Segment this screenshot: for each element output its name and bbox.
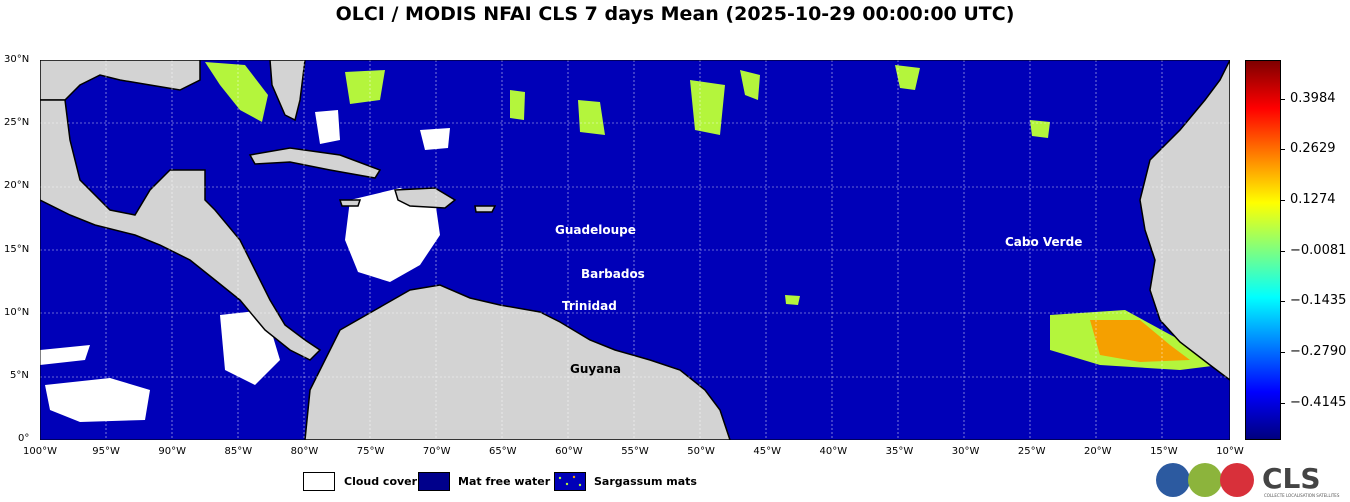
florida-land: [269, 60, 306, 122]
lon-tick: 90°W: [158, 446, 187, 457]
colorbar-tick-mark: [1280, 352, 1285, 353]
logo-green-circle: [1188, 463, 1222, 497]
cloud-patch: [315, 110, 340, 144]
sargassum-patch: [205, 62, 268, 122]
colorbar-tick-mark: [1280, 403, 1285, 404]
colorbar-tick: 0.3984: [1290, 91, 1336, 106]
lat-tick: 15°N: [4, 244, 30, 255]
legend-swatch: [418, 472, 450, 491]
colorbar-tick-mark: [1280, 200, 1285, 201]
cloud-layer: [40, 110, 450, 422]
lon-tick: 50°W: [687, 446, 715, 457]
lat-tick: 5°N: [10, 370, 29, 381]
sargassum-patch: [345, 70, 385, 104]
sargassum-dense-layer: [1050, 310, 1220, 370]
hispaniola-land: [394, 187, 457, 209]
puerto-rico-land: [474, 205, 497, 213]
lon-tick: 80°W: [290, 446, 319, 457]
lon-tick: 25°W: [1017, 446, 1046, 457]
sargassum-patch: [1090, 320, 1190, 362]
lon-tick: 30°W: [951, 446, 980, 457]
cloud-patch: [45, 378, 150, 422]
chart-title: OLCI / MODIS NFAI CLS 7 days Mean (2025-…: [335, 3, 1015, 25]
sargassum-patch: [578, 100, 605, 135]
jamaica-land: [338, 199, 362, 207]
lon-tick: 10°W: [1216, 446, 1244, 457]
logo-blue-circle: [1156, 463, 1190, 497]
colorbar-tick: −0.4145: [1290, 395, 1347, 410]
lon-tick: 35°W: [885, 446, 914, 457]
place-label-cabo-verde: Cabo Verde: [1005, 235, 1083, 249]
logo-text: CLS: [1262, 462, 1321, 495]
legend-label: Sargassum mats: [594, 475, 697, 488]
lat-tick: 20°N: [4, 180, 30, 191]
place-label-guyana: Guyana: [570, 362, 621, 376]
lon-tick: 20°W: [1083, 446, 1112, 457]
lon-tick: 65°W: [488, 446, 517, 457]
lat-tick: 25°N: [4, 117, 30, 128]
legend-label: Mat free water: [458, 475, 551, 488]
lon-tick: 15°W: [1150, 446, 1178, 457]
lat-tick: 0°: [18, 433, 30, 444]
colorbar-tick: 0.1274: [1290, 192, 1336, 207]
south-america-land: [304, 284, 731, 440]
cuba-land: [248, 147, 382, 179]
logo-red-circle: [1220, 463, 1254, 497]
colorbar-tick-mark: [1280, 149, 1285, 150]
sargassum-patch: [895, 65, 920, 90]
sargassum-map: [40, 60, 1230, 440]
colorbar-tick: −0.2790: [1290, 344, 1347, 359]
lon-tick: 45°W: [753, 446, 782, 457]
legend-swatch: [303, 472, 335, 491]
colorbar-tick: 0.2629: [1290, 141, 1336, 156]
colorbar-tick-mark: [1280, 251, 1285, 252]
lon-tick: 70°W: [422, 446, 451, 457]
logo-subtitle: COLLECTE LOCALISATION SATELLITES: [1264, 493, 1340, 498]
central-america-land: [40, 99, 322, 361]
colorbar-tick: −0.0081: [1290, 243, 1347, 258]
sargassum-layer: [205, 62, 1050, 305]
land-layer: [40, 60, 1230, 440]
lon-tick: 75°W: [356, 446, 385, 457]
place-label-trinidad: Trinidad: [562, 299, 617, 313]
legend-swatch: [554, 472, 586, 491]
sargassum-patch: [510, 90, 525, 120]
lon-tick: 95°W: [92, 446, 120, 457]
map-panel[interactable]: Guadeloupe Barbados Trinidad Cabo Verde …: [40, 60, 1230, 440]
gridlines: [40, 60, 1230, 440]
lon-tick: 85°W: [224, 446, 253, 457]
place-label-guadeloupe: Guadeloupe: [555, 223, 636, 237]
cls-logo: CLS COLLECTE LOCALISATION SATELLITES: [1152, 458, 1342, 498]
cloud-patch: [345, 188, 440, 282]
africa-land: [1139, 60, 1230, 381]
colorbar-tick-mark: [1280, 301, 1285, 302]
sargassum-patch: [1030, 120, 1050, 138]
lat-tick: 10°N: [4, 307, 30, 318]
place-label-barbados: Barbados: [581, 267, 645, 281]
cloud-patch: [40, 345, 90, 365]
legend-label: Cloud cover: [344, 475, 418, 488]
lon-tick: 40°W: [819, 446, 848, 457]
lon-tick: 100°W: [23, 446, 57, 457]
colorbar: [1245, 60, 1281, 440]
colorbar-tick-mark: [1280, 99, 1285, 100]
lon-tick: 60°W: [555, 446, 583, 457]
sargassum-patch: [785, 295, 800, 305]
sargassum-patch: [690, 80, 725, 135]
cloud-patch: [420, 128, 450, 150]
lat-tick: 30°N: [4, 54, 30, 65]
sargassum-patch: [740, 70, 760, 100]
lon-tick: 55°W: [621, 446, 649, 457]
colorbar-tick: −0.1435: [1290, 293, 1347, 308]
